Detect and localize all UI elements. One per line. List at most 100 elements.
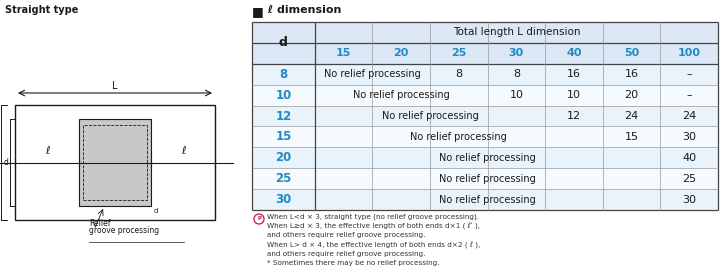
Text: ℓ: ℓ <box>45 147 49 157</box>
Text: No relief processing: No relief processing <box>324 69 421 79</box>
Bar <box>545 106 603 126</box>
Bar <box>545 147 603 168</box>
Text: P: P <box>257 217 261 221</box>
Bar <box>487 126 545 147</box>
Text: 10: 10 <box>510 90 523 100</box>
Text: 100: 100 <box>678 48 701 58</box>
Bar <box>15 105 215 220</box>
Text: 15: 15 <box>624 132 639 142</box>
Text: 16: 16 <box>567 69 581 79</box>
Bar <box>430 189 487 210</box>
Bar <box>660 168 718 189</box>
Text: 8: 8 <box>455 69 462 79</box>
Text: When L<d × 3, straight type (no relief groove processing).: When L<d × 3, straight type (no relief g… <box>267 213 479 219</box>
Bar <box>487 43 545 64</box>
Text: 12: 12 <box>567 111 581 121</box>
Text: 25: 25 <box>451 48 466 58</box>
Bar <box>373 22 430 43</box>
Bar <box>545 85 603 106</box>
Bar <box>660 43 718 64</box>
Text: * Sometimes there may be no relief processing.: * Sometimes there may be no relief proce… <box>267 260 440 266</box>
Bar <box>545 126 603 147</box>
Text: –: – <box>686 69 692 79</box>
Bar <box>545 43 603 64</box>
Bar <box>487 106 545 126</box>
Bar <box>430 168 487 189</box>
Text: 12: 12 <box>275 110 291 122</box>
Text: No relief processing: No relief processing <box>439 174 536 184</box>
Text: 20: 20 <box>624 90 639 100</box>
Text: 30: 30 <box>509 48 524 58</box>
Bar <box>252 126 315 147</box>
Text: 8: 8 <box>513 69 520 79</box>
Bar <box>315 147 373 168</box>
Text: 8: 8 <box>279 68 288 81</box>
Bar <box>660 85 718 106</box>
Bar <box>315 43 373 64</box>
Text: ℓ: ℓ <box>181 147 185 157</box>
Text: No relief processing: No relief processing <box>410 132 507 142</box>
Bar <box>315 189 373 210</box>
Bar <box>252 168 315 189</box>
Bar <box>373 43 430 64</box>
Bar <box>603 106 660 126</box>
Bar <box>315 106 373 126</box>
Bar <box>487 189 545 210</box>
Text: No relief processing: No relief processing <box>353 90 450 100</box>
Text: d: d <box>154 208 159 214</box>
Bar <box>315 85 373 106</box>
Text: Total length L dimension: Total length L dimension <box>453 27 580 38</box>
Bar <box>660 22 718 43</box>
Text: 30: 30 <box>682 195 696 204</box>
Bar <box>603 147 660 168</box>
Bar <box>487 147 545 168</box>
Bar <box>430 126 487 147</box>
Text: d: d <box>279 36 288 49</box>
Text: When L> d × 4, the effective length of both ends d×2 ( ℓ ),: When L> d × 4, the effective length of b… <box>267 241 480 249</box>
Text: 24: 24 <box>624 111 639 121</box>
Text: 10: 10 <box>567 90 581 100</box>
Bar <box>487 168 545 189</box>
Text: 40: 40 <box>682 153 696 163</box>
Bar <box>430 85 487 106</box>
Text: d: d <box>3 158 8 167</box>
Bar <box>373 147 430 168</box>
Text: No relief processing: No relief processing <box>439 195 536 204</box>
Text: 25: 25 <box>275 172 291 185</box>
Bar <box>315 22 373 43</box>
Text: –: – <box>686 90 692 100</box>
Text: No relief processing: No relief processing <box>439 153 536 163</box>
Bar <box>545 189 603 210</box>
Bar <box>487 64 545 85</box>
Text: and others require relief groove processing.: and others require relief groove process… <box>267 251 425 257</box>
Bar <box>603 85 660 106</box>
Text: Straight type: Straight type <box>5 5 79 15</box>
Bar <box>660 147 718 168</box>
Bar <box>660 189 718 210</box>
Bar <box>373 106 430 126</box>
Bar <box>430 106 487 126</box>
Text: ℓ dimension: ℓ dimension <box>264 5 341 15</box>
Bar <box>660 126 718 147</box>
Text: ■: ■ <box>252 5 264 18</box>
Bar <box>252 64 315 85</box>
Bar <box>545 64 603 85</box>
Bar <box>373 168 430 189</box>
Bar <box>373 126 430 147</box>
Text: 15: 15 <box>275 131 291 143</box>
Bar <box>252 189 315 210</box>
Bar <box>373 64 430 85</box>
Bar <box>252 106 315 126</box>
Text: 24: 24 <box>682 111 696 121</box>
Bar <box>315 64 373 85</box>
Text: 20: 20 <box>394 48 409 58</box>
Bar <box>315 168 373 189</box>
Text: 40: 40 <box>566 48 582 58</box>
Text: 16: 16 <box>624 69 639 79</box>
Bar <box>603 22 660 43</box>
Bar <box>660 106 718 126</box>
Text: 15: 15 <box>336 48 351 58</box>
Bar <box>252 85 315 106</box>
Bar <box>545 22 603 43</box>
Bar <box>487 22 545 43</box>
